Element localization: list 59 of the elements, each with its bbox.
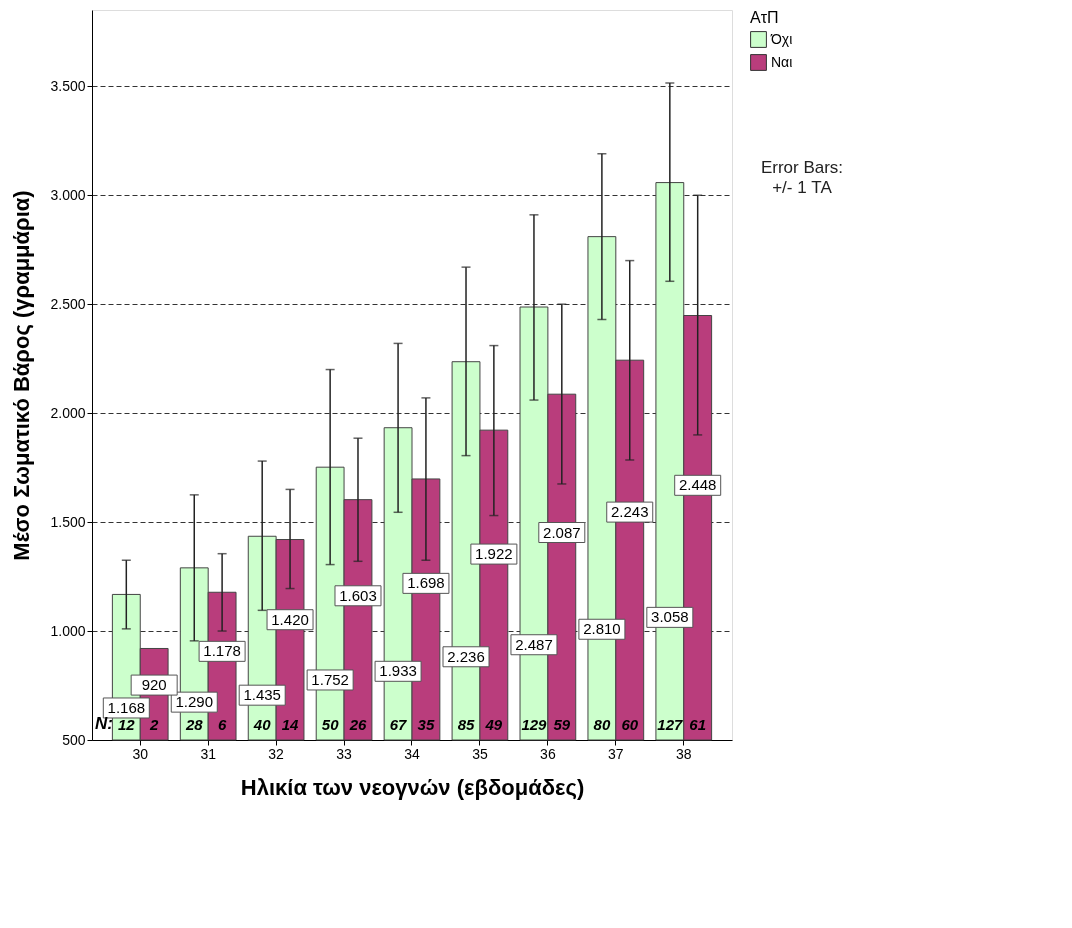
data-label: 2.236 xyxy=(447,647,485,665)
legend-label: Ναι xyxy=(771,53,793,70)
x-tick-label: 32 xyxy=(268,745,285,762)
y-tick-label: 500 xyxy=(62,731,86,748)
x-tick-label: 33 xyxy=(336,745,353,762)
annotation: 40 xyxy=(252,715,272,733)
x-tick-label: 30 xyxy=(132,745,149,762)
x-tick-label: 35 xyxy=(472,745,488,762)
data-label: 2.087 xyxy=(543,523,581,541)
annotation: 61 xyxy=(689,715,707,733)
data-label: 1.698 xyxy=(407,574,445,592)
annotation: 49 xyxy=(484,715,503,733)
y-tick-label: 2.000 xyxy=(50,404,86,421)
annotation: 60 xyxy=(621,715,639,733)
data-label: 920 xyxy=(141,676,167,694)
y-axis-title: Μέσο Σωματικό Βάρος (γραμμάρια) xyxy=(9,190,35,561)
annotation: 50 xyxy=(321,715,340,733)
x-tick-label: 36 xyxy=(540,745,556,762)
legend-label: Όχι xyxy=(770,30,793,47)
annotation: N: xyxy=(95,714,113,733)
annotation: 67 xyxy=(389,715,408,733)
x-axis-title: Ηλικία των νεογνών (εβδομάδες) xyxy=(240,774,585,800)
x-tick-label: 34 xyxy=(404,745,420,762)
data-label: 1.922 xyxy=(475,545,513,563)
data-label: 1.420 xyxy=(271,610,309,628)
annotation: 6 xyxy=(217,715,227,733)
data-label: 2.243 xyxy=(610,503,649,521)
x-tick-label: 31 xyxy=(200,745,217,762)
data-label: 2.487 xyxy=(515,635,553,653)
data-label: 1.933 xyxy=(379,662,417,680)
data-label: 1.435 xyxy=(243,686,281,704)
annotation: 59 xyxy=(553,715,571,733)
annotation: 80 xyxy=(593,715,611,733)
data-label: 3.058 xyxy=(651,608,689,626)
annotation: 28 xyxy=(184,715,204,733)
data-label: 1.290 xyxy=(175,693,214,711)
data-label: 1.603 xyxy=(339,586,377,604)
x-tick-label: 37 xyxy=(608,745,624,762)
text: Error Bars: +/- 1 ΤΑ xyxy=(760,158,844,197)
annotation: 12 xyxy=(117,715,136,733)
y-tick-label: 1.500 xyxy=(50,513,86,530)
data-label: 2.810 xyxy=(583,620,621,638)
annotation: 14 xyxy=(281,715,300,733)
y-tick-label: 2.500 xyxy=(50,295,86,312)
annotation: 2 xyxy=(148,715,159,733)
x-tick-label: 38 xyxy=(675,745,692,762)
y-tick-label: 3.000 xyxy=(50,186,86,203)
y-tick-label: 3.500 xyxy=(50,77,86,94)
legend-title: ΑτΠ xyxy=(750,9,779,26)
annotation: 35 xyxy=(417,715,435,733)
y-tick-label: 1.000 xyxy=(50,622,86,639)
data-label: 1.752 xyxy=(311,670,349,688)
annotation: 85 xyxy=(457,715,476,733)
annotation: 127 xyxy=(657,715,683,733)
annotation: 26 xyxy=(348,715,367,733)
data-label: 1.168 xyxy=(107,698,146,716)
annotation: 129 xyxy=(521,715,548,733)
data-label: 1.178 xyxy=(203,642,241,660)
data-label: 2.448 xyxy=(678,476,717,494)
